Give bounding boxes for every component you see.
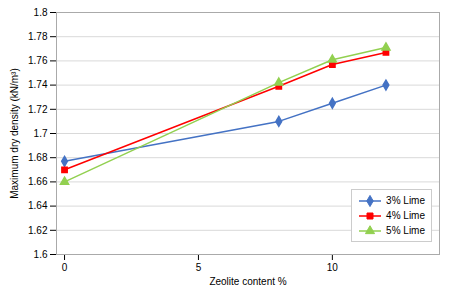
svg-text:1.66: 1.66 <box>28 176 48 187</box>
svg-text:5: 5 <box>196 262 202 273</box>
html-text:3% Lime: 3% Lime <box>386 195 425 206</box>
svg-text:1.8: 1.8 <box>34 7 48 18</box>
svg-text:1.68: 1.68 <box>28 152 48 163</box>
svg-text:0: 0 <box>62 262 68 273</box>
svg-text:10: 10 <box>327 262 339 273</box>
svg-text:Maximum dry density (kN/m³): Maximum dry density (kN/m³) <box>9 68 20 199</box>
svg-text:1.78: 1.78 <box>28 31 48 42</box>
svg-text:1.7: 1.7 <box>34 128 48 139</box>
svg-text:1.6: 1.6 <box>34 249 48 260</box>
svg-text:1.74: 1.74 <box>28 79 48 90</box>
svg-text:1.76: 1.76 <box>28 55 48 66</box>
svg-text:1.62: 1.62 <box>28 225 48 236</box>
svg-text:1.72: 1.72 <box>28 104 48 115</box>
svg-text:Zeolite content %: Zeolite content % <box>209 276 286 287</box>
svg-text:1.64: 1.64 <box>28 200 48 211</box>
html-text:5% Lime: 5% Lime <box>386 225 425 236</box>
html-text:4% Lime: 4% Lime <box>386 210 425 221</box>
